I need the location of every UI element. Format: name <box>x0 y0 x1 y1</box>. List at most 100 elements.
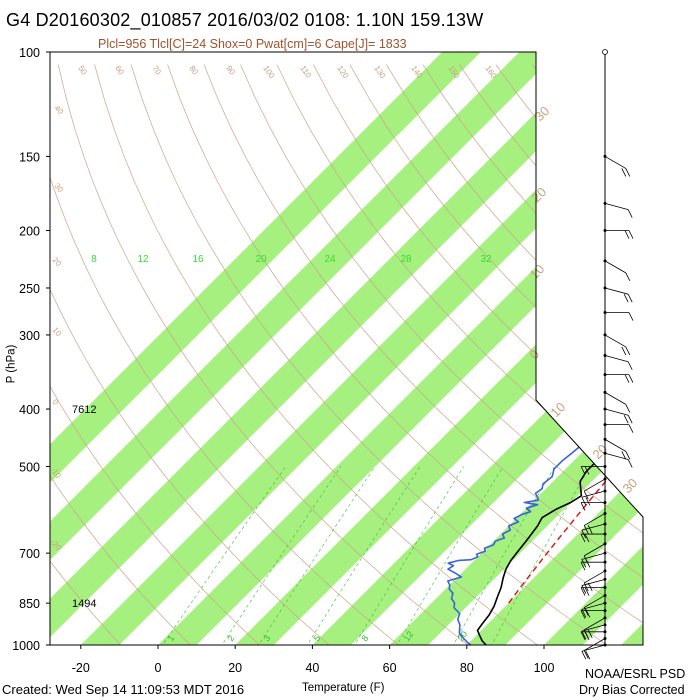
band-label: 24 <box>324 254 336 265</box>
wind-barb-flag <box>627 361 633 370</box>
isotherm-band <box>643 0 700 700</box>
wind-barb-shaft <box>581 523 606 531</box>
wind-barb-shaft <box>604 260 626 274</box>
wind-barb-flag <box>623 415 629 424</box>
wind-barb-flag <box>581 559 587 568</box>
wind-barb-flag <box>627 459 633 468</box>
mixing-ratio-label: 8 <box>359 633 370 643</box>
wind-barb-flag <box>585 559 591 568</box>
y-tick-label: 400 <box>19 403 40 417</box>
y-axis-label: P (hPa) <box>5 344 18 384</box>
wind-barb-flag <box>627 294 633 303</box>
y-tick-label: 500 <box>19 460 40 474</box>
dry-adiabat-line <box>313 64 643 645</box>
chart-title: G4 D20160302_010857 2016/03/02 0108: 1.1… <box>6 10 484 30</box>
mixing-ratio-label: 1 <box>165 633 176 643</box>
y-tick-label: 100 <box>19 46 40 60</box>
x-tick-label: -20 <box>72 661 90 675</box>
mixing-ratio-label: 12 <box>401 629 415 643</box>
mixing-ratio-line <box>484 466 591 645</box>
band-label: 28 <box>400 254 412 265</box>
wind-barb-flag <box>621 451 627 460</box>
isotherm-band <box>103 52 643 645</box>
height-label: 1494 <box>72 598 96 610</box>
wind-barb-flag <box>628 374 634 383</box>
wind-barb-flag <box>583 490 589 500</box>
isotherm-band <box>50 52 533 645</box>
created-timestamp: Created: Wed Sep 14 11:09:53 MDT 2016 <box>2 682 245 697</box>
wind-barb-shaft <box>604 287 629 295</box>
wind-barb-flag <box>627 209 633 218</box>
band-label: 12 <box>137 254 149 265</box>
dry-adiabat-line <box>57 64 486 645</box>
wind-barb-flag <box>580 631 586 640</box>
wind-barb-flag <box>580 466 586 475</box>
dry-adiabat-line <box>50 64 345 645</box>
wind-barb-flag <box>584 631 590 640</box>
dry-adiabat-line <box>678 65 700 658</box>
y-tick-label: 200 <box>19 225 40 239</box>
band-label: 8 <box>91 254 97 265</box>
x-tick-label: 0 <box>155 661 162 675</box>
wind-barb-flag <box>624 230 630 239</box>
wind-barb-flag <box>628 424 634 433</box>
dry-adiabat-line <box>130 64 626 645</box>
wind-barb-flag <box>581 630 587 640</box>
wind-barb-shaft <box>584 570 606 584</box>
wind-barb-flag <box>625 168 631 177</box>
y-tick-label: 850 <box>19 597 40 611</box>
agency-label: NOAA/ESRL PSD <box>585 667 686 681</box>
dry-adiabats <box>50 64 700 658</box>
wind-barb-shaft <box>604 408 629 416</box>
wind-barb-flag <box>587 629 593 639</box>
wind-barb-shaft <box>581 644 606 652</box>
dry-adiabat-line <box>50 64 133 645</box>
isotherm-band <box>50 52 610 645</box>
dry-adiabat-line <box>641 64 643 645</box>
wind-barb-shaft <box>604 202 629 210</box>
isotherm-band <box>411 52 643 645</box>
wind-barb-shaft <box>604 334 626 348</box>
band-label: 16 <box>192 254 204 265</box>
dry-adiabat-line <box>349 64 643 645</box>
y-tick-label: 700 <box>19 547 40 561</box>
mixing-ratio-label: 3 <box>261 633 272 643</box>
wind-barb-flag <box>628 312 634 321</box>
wind-barb-flag <box>580 533 586 543</box>
x-tick-label: 60 <box>383 661 397 675</box>
wind-barb-flag <box>581 497 587 506</box>
wind-barb-shaft <box>584 595 606 608</box>
dry-adiabat-line <box>50 64 274 645</box>
wind-barb-shaft <box>604 452 629 460</box>
wind-barb-shaft <box>581 624 606 632</box>
height-label: 7612 <box>72 404 96 416</box>
wind-barb-shaft <box>584 513 606 526</box>
dry-adiabat-line <box>276 64 643 645</box>
wind-barb-flag <box>628 230 634 239</box>
dry-adiabat-line <box>94 64 556 645</box>
wind-barb-shaft <box>581 602 606 610</box>
wind-barb-shaft <box>584 478 606 492</box>
wind-barb-flag <box>581 585 587 594</box>
x-tick-label: 40 <box>305 661 319 675</box>
x-tick-label: 80 <box>460 661 474 675</box>
wind-barb-shaft <box>604 156 626 169</box>
y-tick-label: 300 <box>19 329 40 343</box>
wind-barb-column <box>580 49 634 660</box>
wind-barb-flag <box>584 466 590 475</box>
wind-barb-flag <box>627 415 633 424</box>
x-tick-label: 20 <box>228 661 242 675</box>
y-tick-label: 150 <box>19 150 40 164</box>
wind-barb-flag <box>585 651 591 660</box>
dry-adiabat-line <box>50 64 415 645</box>
wind-barb-flag <box>625 272 631 282</box>
wind-barb-flag <box>583 525 589 534</box>
wind-barb-flag <box>621 168 627 177</box>
wind-barb-shaft <box>584 543 606 557</box>
dry-adiabat-label: 0 <box>50 398 60 408</box>
bias-correction-label: Dry Bias Corrected <box>579 683 685 697</box>
wind-barb-flag <box>587 582 593 592</box>
wind-barb-flag <box>587 525 593 534</box>
